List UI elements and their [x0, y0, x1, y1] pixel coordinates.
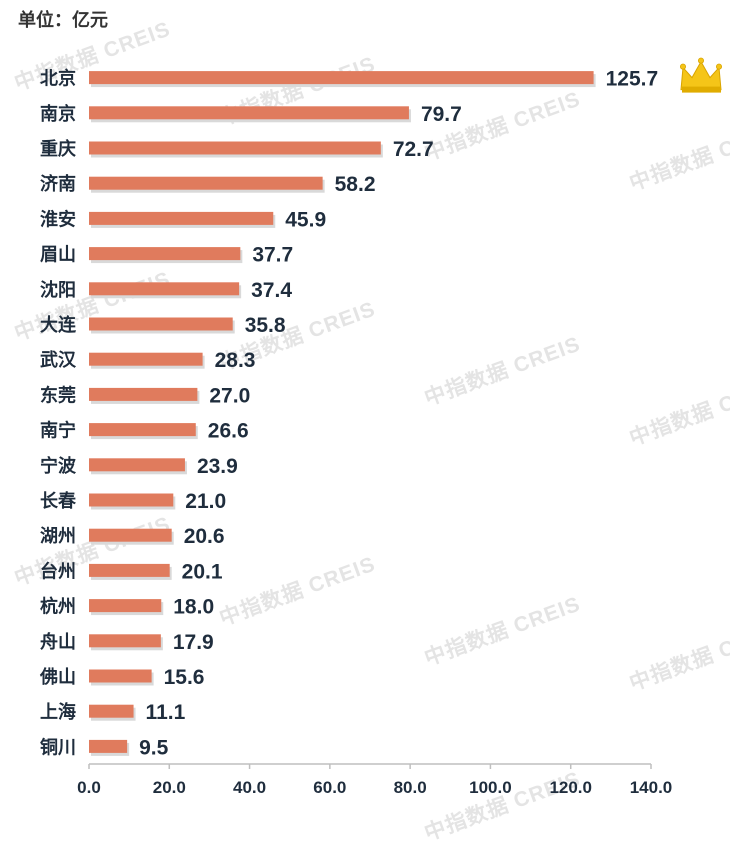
x-tick-label: 140.0 [630, 778, 673, 797]
crown-icon [680, 57, 723, 93]
category-label: 南京 [40, 103, 76, 125]
category-label: 眉山 [40, 245, 76, 266]
value-label: 79.7 [421, 103, 462, 126]
value-label: 11.1 [146, 701, 186, 724]
value-label: 28.3 [215, 349, 256, 372]
bar [89, 141, 381, 155]
bar [89, 352, 203, 366]
value-label: 15.6 [164, 666, 205, 689]
x-tick-label: 0.0 [77, 778, 101, 797]
unit-label: 单位：亿元 [18, 10, 108, 30]
bar [89, 247, 241, 261]
category-label: 长春 [40, 490, 77, 512]
category-label: 杭州 [40, 596, 76, 618]
category-label: 佛山 [39, 666, 76, 688]
x-tick-label: 80.0 [394, 778, 427, 797]
category-label: 铜川 [40, 736, 76, 758]
category-label: 大连 [40, 314, 77, 336]
value-label: 9.5 [139, 736, 169, 759]
x-tick-label: 40.0 [233, 778, 266, 797]
bar [89, 634, 161, 648]
category-label: 东莞 [40, 384, 76, 406]
category-label: 湖州 [40, 526, 76, 547]
bar [89, 563, 170, 577]
crown-jewel [680, 63, 687, 70]
crown-body [680, 60, 722, 91]
value-label: 27.0 [209, 384, 250, 407]
bar [89, 282, 240, 296]
bar [89, 493, 174, 507]
bar [89, 458, 185, 472]
value-label: 17.9 [173, 631, 214, 654]
value-label: 125.7 [606, 68, 659, 91]
category-label: 南宁 [40, 420, 76, 442]
category-label: 台州 [40, 560, 76, 582]
value-label: 18.0 [173, 596, 214, 619]
category-label: 北京 [40, 68, 76, 90]
value-label: 45.9 [285, 208, 326, 231]
category-label: 济南 [40, 173, 76, 195]
crown-jewel [716, 63, 723, 70]
category-label: 武汉 [40, 350, 77, 371]
value-label: 23.9 [197, 455, 238, 478]
bar [89, 528, 172, 542]
bar [89, 317, 233, 331]
bar-chart: 北京 125.7 南京 79.7 重庆 72.7 济南 58.2 淮安 45.9 眉山 37.7 沈阳 3… [39, 57, 723, 797]
value-label: 72.7 [393, 138, 434, 161]
bar [89, 669, 152, 683]
bar [89, 106, 409, 120]
value-label: 26.6 [208, 420, 249, 443]
category-label: 沈阳 [40, 279, 76, 301]
value-label: 20.6 [184, 525, 225, 548]
bar [89, 176, 323, 190]
bar [89, 423, 196, 437]
bar [89, 704, 134, 718]
category-label: 舟山 [40, 631, 76, 653]
value-label: 37.7 [252, 244, 293, 267]
value-label: 21.0 [185, 490, 226, 513]
value-label: 20.1 [182, 560, 223, 583]
bar [89, 71, 594, 85]
x-axis: 0.0 20.0 40.0 60.0 80.0 100.0 120.0 140.0 [77, 763, 673, 797]
x-tick-label: 20.0 [153, 778, 186, 797]
category-label: 重庆 [40, 138, 76, 160]
crown-band [682, 86, 721, 93]
value-label: 37.4 [251, 279, 292, 302]
category-label: 宁波 [40, 455, 77, 477]
x-tick-label: 60.0 [313, 778, 346, 797]
bar [89, 599, 162, 613]
bar [89, 387, 198, 401]
category-label: 淮安 [40, 208, 76, 230]
value-label: 58.2 [335, 173, 376, 196]
x-tick-label: 120.0 [549, 778, 592, 797]
bar [89, 211, 274, 225]
x-tick-label: 100.0 [469, 778, 512, 797]
crown-jewel [698, 57, 705, 64]
value-label: 35.8 [245, 314, 286, 337]
category-label: 上海 [40, 701, 76, 723]
bars-group: 北京 125.7 南京 79.7 重庆 72.7 济南 58.2 淮安 45.9 眉山 37.7 沈阳 3… [39, 68, 658, 760]
bar [89, 739, 128, 753]
